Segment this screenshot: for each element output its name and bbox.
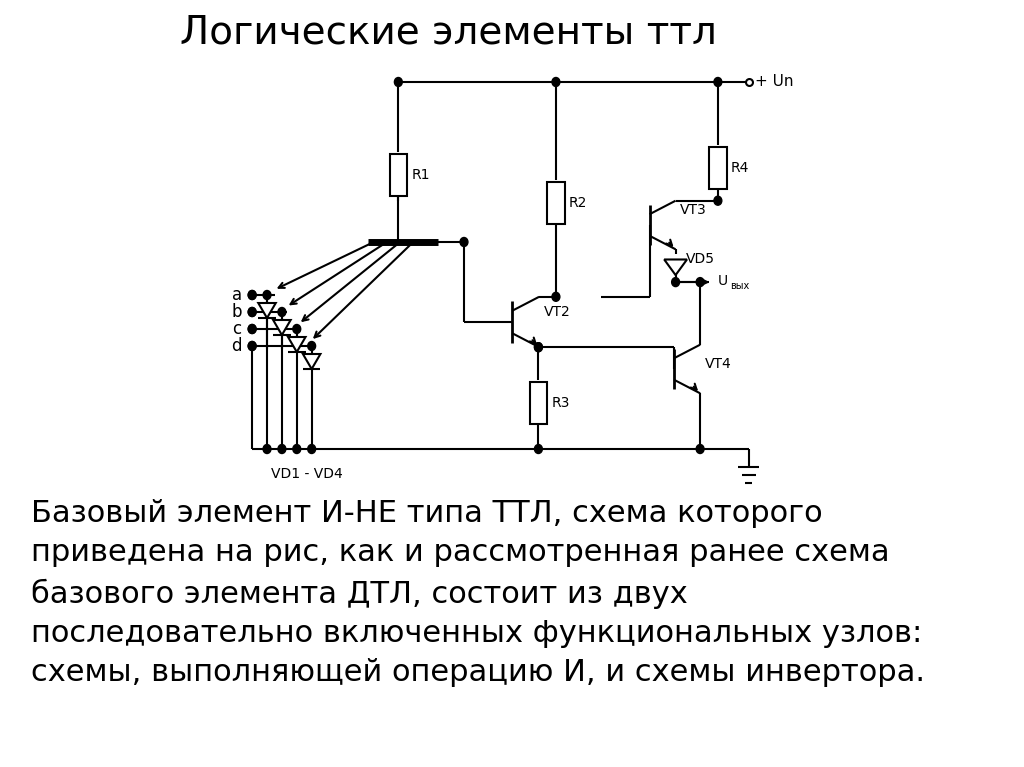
Polygon shape (303, 354, 321, 369)
Circle shape (696, 278, 705, 287)
Circle shape (248, 291, 256, 299)
Text: VD5: VD5 (686, 252, 715, 266)
Circle shape (293, 445, 301, 453)
Polygon shape (665, 259, 687, 275)
Text: R2: R2 (569, 196, 588, 210)
Circle shape (248, 324, 256, 334)
Circle shape (263, 445, 271, 453)
Circle shape (672, 278, 680, 287)
Bar (547, 182, 564, 224)
Circle shape (308, 341, 315, 351)
Circle shape (278, 308, 286, 317)
Circle shape (308, 445, 315, 453)
Text: вых: вых (730, 281, 750, 291)
Circle shape (248, 308, 256, 317)
Text: c: c (232, 320, 242, 338)
Circle shape (460, 238, 468, 246)
Bar (529, 382, 547, 424)
Circle shape (248, 308, 256, 317)
Text: VT4: VT4 (705, 357, 731, 371)
Circle shape (535, 343, 543, 352)
Text: Базовый элемент И-НЕ типа ТТЛ, схема которого
приведена на рис, как и рассмотрен: Базовый элемент И-НЕ типа ТТЛ, схема кот… (31, 499, 925, 687)
Text: d: d (231, 337, 242, 355)
Bar (710, 147, 727, 189)
Circle shape (248, 341, 256, 351)
Text: a: a (231, 286, 242, 304)
Text: VD1 - VD4: VD1 - VD4 (271, 467, 343, 481)
Text: U: U (718, 274, 728, 288)
Text: R4: R4 (731, 161, 750, 175)
Circle shape (552, 292, 560, 301)
Text: VT2: VT2 (544, 305, 570, 319)
Circle shape (714, 77, 722, 87)
Text: R1: R1 (412, 168, 430, 182)
Polygon shape (258, 303, 275, 318)
Circle shape (394, 77, 402, 87)
Circle shape (293, 324, 301, 334)
Text: + Un: + Un (755, 74, 794, 90)
Circle shape (714, 196, 722, 206)
Polygon shape (288, 337, 305, 352)
Circle shape (263, 291, 271, 299)
Text: Логические элементы ттл: Логические элементы ттл (180, 13, 717, 51)
Bar (389, 154, 408, 196)
Circle shape (552, 77, 560, 87)
Circle shape (248, 324, 256, 334)
Circle shape (535, 343, 543, 352)
Circle shape (248, 291, 256, 299)
Text: R3: R3 (552, 396, 570, 410)
Polygon shape (273, 320, 291, 335)
Text: VT3: VT3 (680, 203, 707, 217)
Circle shape (248, 341, 256, 351)
Circle shape (696, 445, 705, 453)
Circle shape (278, 445, 286, 453)
Text: b: b (231, 303, 242, 321)
Circle shape (535, 445, 543, 453)
